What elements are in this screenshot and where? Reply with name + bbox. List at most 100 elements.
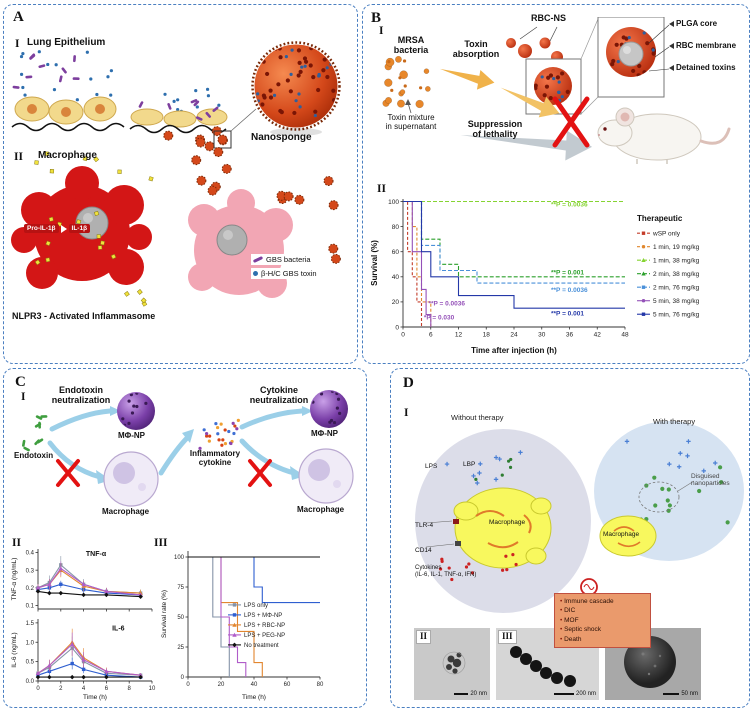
- mphi-np-sphere-right: [310, 390, 348, 428]
- tem-iii-scalebar: 200 nm: [553, 691, 596, 697]
- lung-epithelium-title: Lung Epithelium: [27, 37, 106, 48]
- rbc-membrane-label: RBC membrane: [676, 41, 737, 50]
- panel-b-illustration: [382, 17, 731, 164]
- suppression-arrow-icon: [460, 130, 593, 161]
- gbs-bacteria-icon: [252, 256, 264, 263]
- scalebar-line: [454, 693, 469, 695]
- macrophage-cell-left: [103, 451, 159, 507]
- tem-ii-scalebar: 20 nm: [454, 691, 487, 697]
- svg-text:0.0: 0.0: [26, 679, 35, 685]
- cytokine-particles: [438, 553, 518, 582]
- scalebar-text: 200 nm: [575, 691, 596, 697]
- svg-text:80: 80: [392, 224, 400, 231]
- immune-cascade-box: Immune cascade DIC MOF Septic shock Deat…: [554, 593, 651, 649]
- svg-text:LPS + MΦ-NP: LPS + MΦ-NP: [244, 613, 282, 619]
- cd14-pointer: [425, 543, 455, 548]
- mouse-illustration: [597, 107, 731, 164]
- without-therapy-label: Without therapy: [451, 413, 504, 422]
- lethality-arrow-icon: [500, 87, 560, 118]
- nanosponge-label: Nanosponge: [251, 132, 312, 143]
- mphi-np-sphere-left: [117, 392, 155, 430]
- legend-gbs-toxin: β-H/C GBS toxin: [251, 268, 319, 279]
- svg-text:LPS + PEG-NP: LPS + PEG-NP: [244, 633, 285, 639]
- panel-d-section-1: I: [404, 407, 409, 419]
- scalebar-text: 50 nm: [681, 691, 698, 697]
- svg-text:100: 100: [174, 555, 185, 561]
- svg-text:60: 60: [392, 249, 400, 256]
- macrophage-label-left: Macrophage: [489, 519, 526, 526]
- scalebar-line: [553, 693, 574, 695]
- svg-text:2 min, 76 mg/kg: 2 min, 76 mg/kg: [653, 285, 700, 292]
- pointer-left-icon: [669, 64, 674, 71]
- tem-ii-roman: II: [416, 630, 432, 644]
- il1b-processing: Pro-IL-1β IL-1β: [24, 224, 91, 234]
- svg-text:24: 24: [510, 332, 518, 339]
- epithelium-scene-2: [129, 87, 257, 152]
- cascade-item: DIC: [560, 606, 645, 615]
- panel-d-illustration: [415, 421, 744, 613]
- svg-text:0.5: 0.5: [26, 660, 35, 666]
- svg-text:IL-6 (ng/mL): IL-6 (ng/mL): [11, 632, 18, 667]
- svg-text:**P = 0.001: **P = 0.001: [551, 269, 584, 276]
- panel-c-section-3: III: [154, 537, 168, 549]
- endotoxin-neutralization-title: Endotoxin neutralization: [51, 385, 111, 406]
- il1b-tag: IL-1β: [68, 224, 91, 234]
- il6-chart: 0 2 4 6 8 10 0.0 0.5 1.0 1.5 Time (h) IL-6 (ng/mL) I…: [11, 619, 156, 701]
- svg-text:0.4: 0.4: [26, 551, 35, 557]
- macrophage-title: Macrophage: [38, 150, 97, 161]
- svg-text:**P = 0.0036: **P = 0.0036: [551, 287, 588, 294]
- svg-text:4: 4: [82, 686, 86, 692]
- with-therapy-label: With therapy: [653, 417, 696, 426]
- tem-iii-roman: III: [498, 630, 517, 644]
- svg-text:TNF-α: TNF-α: [86, 551, 107, 558]
- tem-image-ii: II 20 nm: [414, 628, 490, 700]
- inflammatory-cytokine-cluster: [198, 418, 240, 451]
- cytokines-label: Cytokines (IL-6, IL-1, TNF-α, IFN): [415, 565, 477, 578]
- macrophage-label-right: Macrophage: [297, 505, 345, 514]
- macrophage-label-left: Macrophage: [102, 507, 150, 516]
- svg-text:0.2: 0.2: [26, 586, 35, 592]
- disguised-nanoparticles-label: Disguised nanoparticles: [691, 473, 730, 488]
- red-cross-icon-left: [56, 459, 80, 487]
- svg-text:Survival (%): Survival (%): [370, 240, 379, 286]
- disguised-nanoparticles-zone: [638, 480, 695, 513]
- survival-rate-chart: 0 20 40 60 80 0 25 50 75 100 Time (h) Survival rate…: [161, 551, 324, 701]
- rbc-ns-label: RBC-NS: [531, 13, 566, 23]
- svg-text:12: 12: [455, 332, 463, 339]
- panel-c-section-1: I: [21, 391, 26, 403]
- svg-text:25: 25: [177, 645, 184, 651]
- svg-text:20: 20: [218, 682, 225, 688]
- panel-c-illustration: [22, 390, 354, 507]
- legend-gbs-bacteria: GBS bacteria: [251, 254, 313, 265]
- svg-text:No treatment: No treatment: [244, 643, 279, 649]
- lps-label: LPS: [425, 463, 438, 470]
- svg-text:40: 40: [251, 682, 258, 688]
- toxin-absorption-label: Toxin absorption: [452, 39, 500, 60]
- svg-text:IL-6: IL-6: [112, 626, 125, 633]
- tlr4-receptor: [453, 519, 459, 524]
- cascade-item: MOF: [560, 616, 645, 625]
- detained-toxins-label-row: Detained toxins: [669, 63, 736, 72]
- panel-d: D I: [390, 368, 750, 708]
- svg-text:0.3: 0.3: [26, 568, 35, 574]
- cascade-item: Immune cascade: [560, 597, 645, 606]
- svg-text:1.0: 1.0: [26, 640, 35, 646]
- svg-text:0: 0: [181, 675, 185, 681]
- svg-text:42: 42: [594, 332, 602, 339]
- svg-text:8: 8: [128, 686, 132, 692]
- panel-c-section-2: II: [12, 537, 21, 549]
- svg-text:Time after injection (h): Time after injection (h): [471, 346, 557, 355]
- macrophage-yellow-left: [453, 487, 552, 569]
- plga-core-label: PLGA core: [676, 19, 718, 28]
- cascade-item: Death: [560, 635, 645, 644]
- svg-text:36: 36: [566, 332, 574, 339]
- nlpr3-caption: NLPR3 - Activated Inflammasome: [12, 311, 156, 321]
- macrophage-label-right: Macrophage: [603, 531, 640, 538]
- svg-text:50: 50: [177, 615, 184, 621]
- tem-ii-content: [442, 651, 466, 675]
- panel-a-label: A: [13, 9, 24, 25]
- macrophage-cell-right: [298, 448, 354, 504]
- resting-macrophage: [188, 147, 341, 298]
- svg-text:2: 2: [59, 686, 63, 692]
- scalebar-line: [663, 693, 680, 695]
